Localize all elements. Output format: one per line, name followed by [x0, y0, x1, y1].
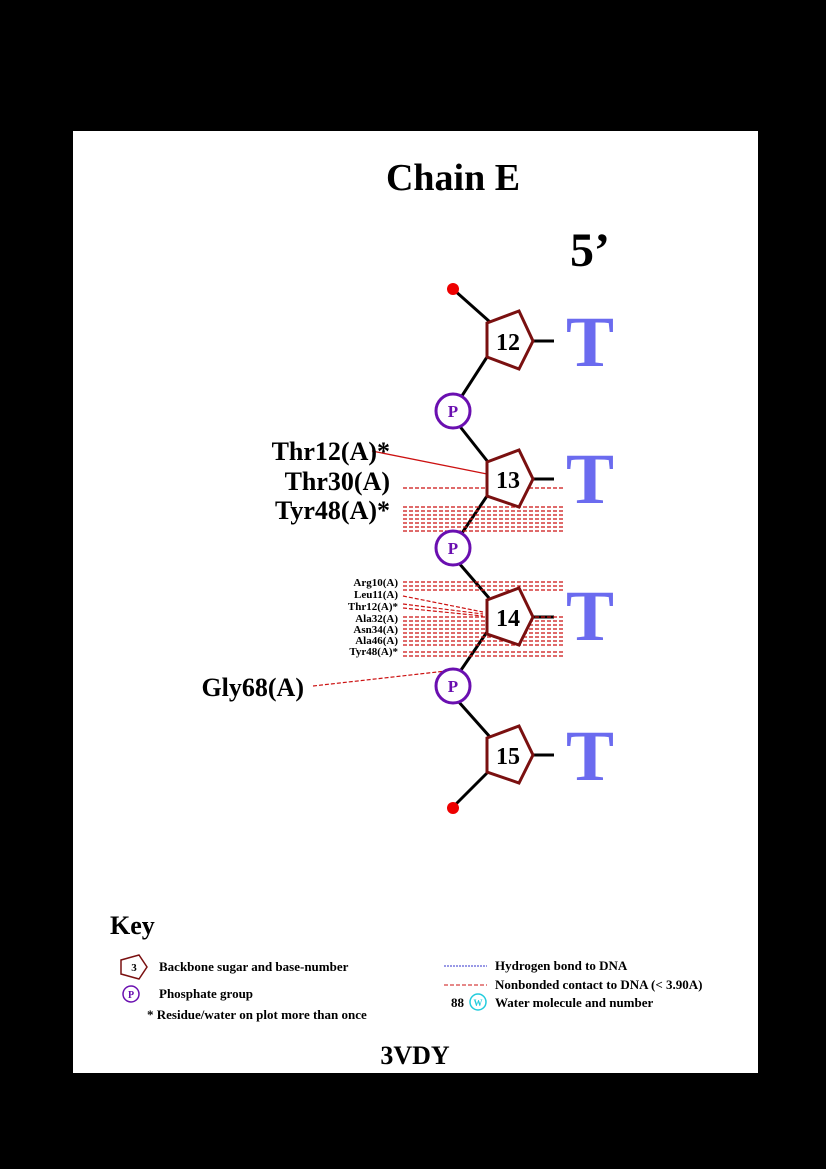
residue-gly68: Gly68(A) [201, 673, 304, 702]
sugar-number: 15 [496, 744, 520, 770]
hbond-key-text: Hydrogen bond to DNA [495, 958, 628, 973]
phosphate-key-icon [122, 985, 140, 1003]
nonbonded-key-text: Nonbonded contact to DNA (< 3.90A) [495, 977, 702, 992]
base-letter: T [566, 576, 614, 656]
water-key-text: Water molecule and number [495, 995, 654, 1010]
base-letter: T [566, 439, 614, 519]
sugar-15: 15 [485, 724, 535, 785]
backbone-segment [452, 771, 489, 808]
sugar-number: 14 [496, 606, 520, 632]
key-title: Key [110, 911, 155, 940]
water-key-icon-label: W [474, 998, 483, 1008]
chain-title: Chain E [386, 157, 520, 199]
sugar-number: 13 [496, 468, 520, 494]
phosphate-key-text: Phosphate group [159, 986, 253, 1001]
water-key-number: 88 [451, 995, 465, 1010]
phosphate-2: P [434, 529, 472, 567]
residue-thr30: Thr30(A) [285, 467, 390, 496]
sugar-key-text: Backbone sugar and base-number [159, 959, 349, 974]
bases: T T T T [566, 302, 614, 796]
phosphate-label: P [448, 539, 458, 558]
sugar-key-icon [120, 954, 148, 980]
dna-contact-diagram: Chain E 5’ [110, 157, 702, 1070]
backbone-segment [456, 423, 490, 463]
residue-arg10: Arg10(A) [353, 577, 398, 589]
backbone-segment [456, 700, 492, 738]
phosphate-label: P [448, 677, 458, 696]
backbone-segment [453, 288, 491, 324]
residue-leu11: Leu11(A) [354, 589, 398, 601]
contact-line-thr12 [402, 607, 484, 617]
backbone-segment [458, 495, 489, 537]
residue-labels-small: Arg10(A) Leu11(A) Thr12(A)* Ala32(A) Asn… [348, 577, 399, 658]
asterisk-key-text: * Residue/water on plot more than once [147, 1007, 367, 1022]
contact-line-leu11 [402, 595, 484, 613]
residue-asn34: Asn34(A) [353, 624, 398, 636]
phosphate-3: P [434, 667, 472, 705]
base-letter: T [566, 716, 614, 796]
phosphate-key-icon-label: P [128, 990, 134, 1001]
contact-line-thr12-solid [371, 450, 488, 475]
residue-ala46: Ala46(A) [355, 635, 398, 647]
residue-ala32: Ala32(A) [355, 613, 398, 625]
residue-thr12-small: Thr12(A)* [348, 601, 399, 613]
residue-tyr48-small: Tyr48(A)* [349, 646, 398, 658]
diagram-page: Chain E 5’ [73, 131, 758, 1073]
key-legend: Key 3 Backbone sugar and base-number P P… [110, 911, 702, 1022]
backbone-segment [456, 356, 489, 403]
terminal-atom-dot [447, 283, 459, 295]
contact-line-gly68 [312, 670, 447, 687]
sugar-14: 14 [485, 586, 535, 647]
five-prime-label: 5’ [570, 224, 610, 277]
sugar-key-icon-label: 3 [131, 962, 137, 974]
residue-thr12: Thr12(A)* [272, 437, 390, 466]
phosphate-1: P [434, 392, 472, 430]
backbone-segment [456, 561, 491, 599]
residue-tyr48: Tyr48(A)* [275, 496, 390, 525]
base-letter: T [566, 302, 614, 382]
phosphate-label: P [448, 402, 458, 421]
sugar-13: 13 [485, 448, 535, 509]
nonbonded-contacts [312, 487, 563, 687]
terminal-atom-dot [447, 802, 459, 814]
contact-line-thr12 [402, 603, 484, 615]
pdb-id: 3VDY [380, 1041, 450, 1070]
water-key-icon [469, 993, 487, 1011]
sugar-number: 12 [496, 330, 520, 356]
residue-labels-large: Thr12(A)* Thr30(A) Tyr48(A)* Gly68(A) [201, 437, 390, 702]
sugar-12: 12 [485, 309, 535, 371]
